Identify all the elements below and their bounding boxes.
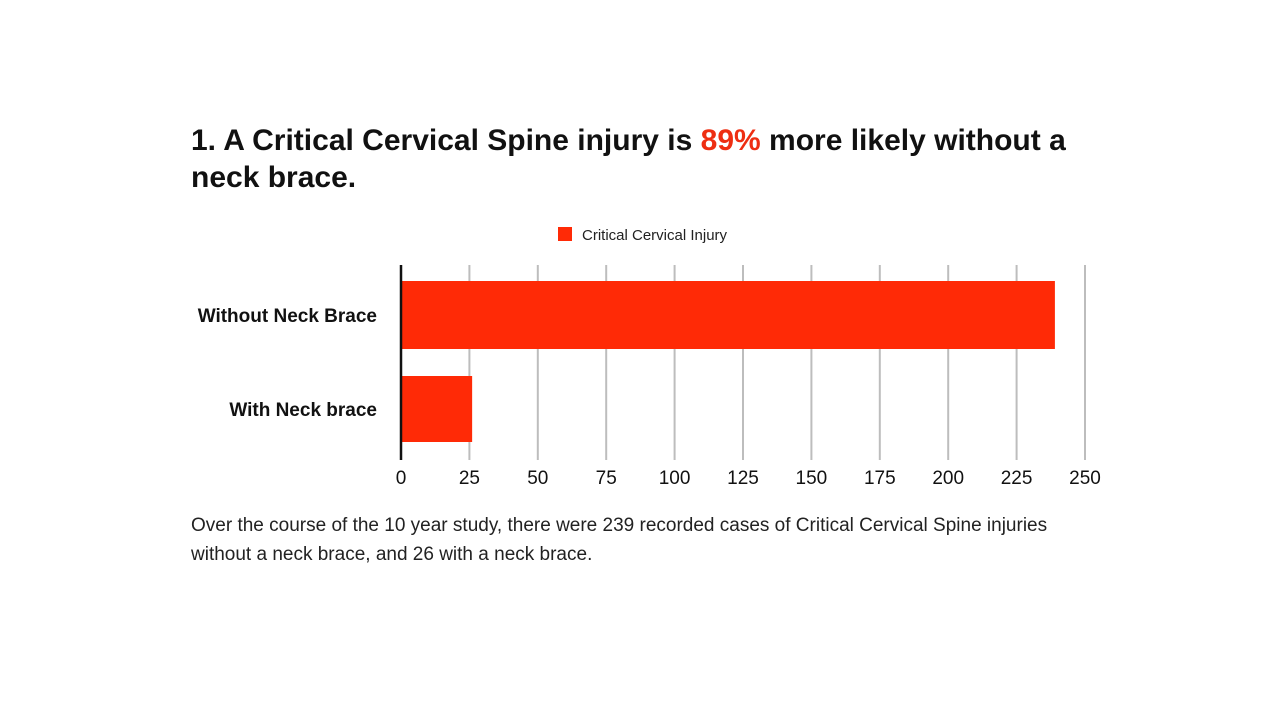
legend-swatch (558, 227, 572, 241)
x-tick-label: 200 (932, 468, 964, 489)
x-tick-label: 250 (1069, 468, 1101, 489)
x-tick-label: 100 (659, 468, 691, 489)
headline: 1. A Critical Cervical Spine injury is 8… (191, 122, 1091, 196)
x-tick-label: 25 (459, 468, 480, 489)
x-tick-label: 50 (527, 468, 548, 489)
caption: Over the course of the 10 year study, th… (191, 515, 1048, 565)
category-label: With Neck brace (229, 400, 377, 421)
category-label: Without Neck Brace (198, 306, 377, 327)
legend-label: Critical Cervical Injury (582, 227, 728, 244)
headline-prefix: 1. A Critical Cervical Spine injury is (191, 124, 701, 157)
headline-highlight: 89% (700, 124, 761, 157)
x-tick-label: 125 (727, 468, 759, 489)
bar (401, 281, 1055, 349)
x-tick-label: 225 (1001, 468, 1033, 489)
x-tick-label: 175 (864, 468, 896, 489)
bar (401, 376, 473, 442)
headline-suffix: more likely without a neck brace. (191, 124, 1066, 194)
x-tick-label: 75 (596, 468, 617, 489)
x-tick-label: 150 (796, 468, 828, 489)
x-tick-label: 0 (396, 468, 407, 489)
